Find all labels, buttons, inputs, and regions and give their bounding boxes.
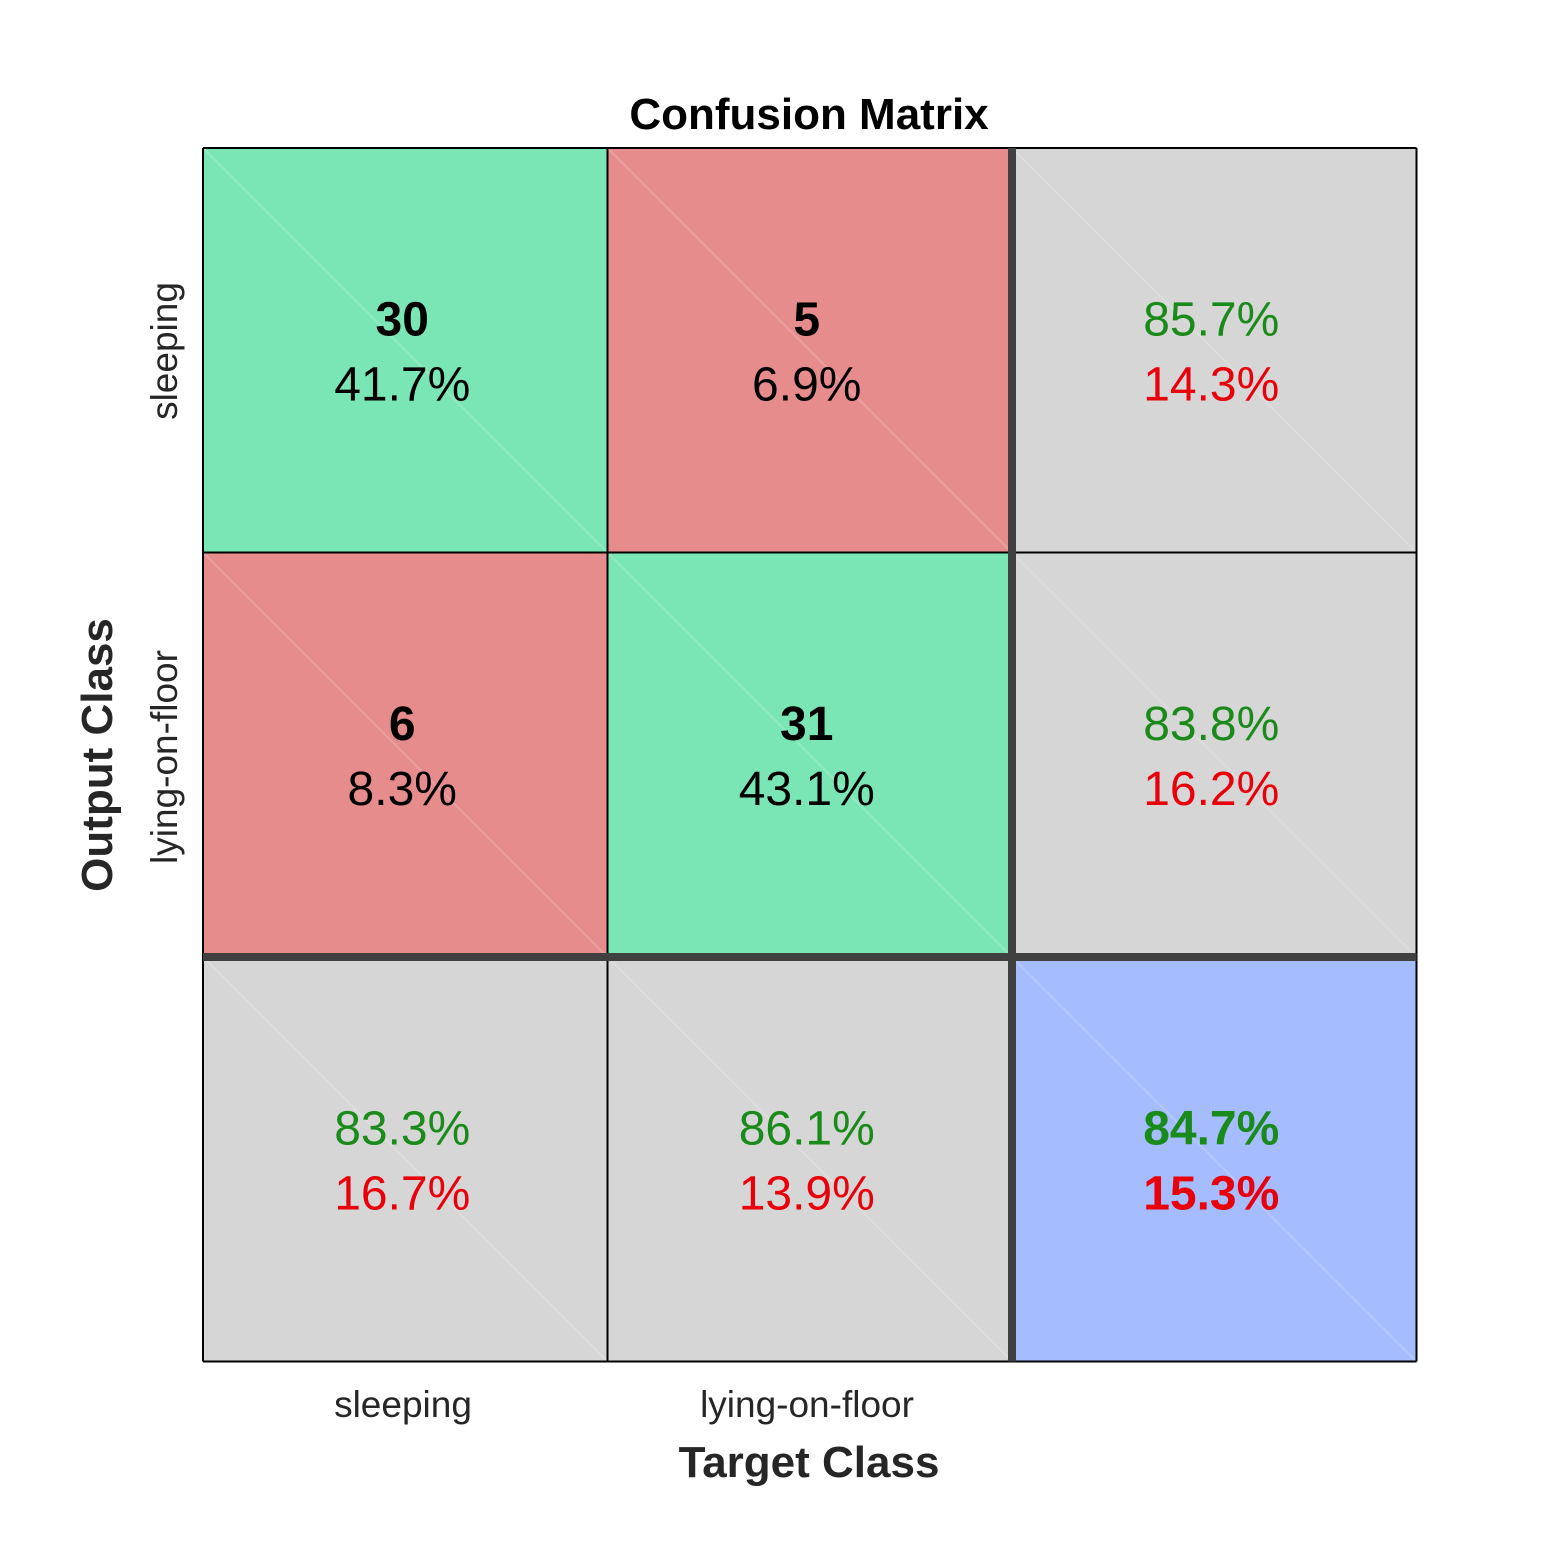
matrix-cell-texts: 30 41.7% 5 6.9% 85.7% 14.3% 6 8.3% 31 43.1% 83.8% 1…	[334, 293, 1279, 1220]
column-summary-cell-2-1	[607, 957, 1012, 1362]
row-summary-1-incorrect: 16.2%	[1143, 763, 1279, 816]
cell-count-0-1: 5	[793, 293, 820, 346]
cell-diagonal-1-1	[606, 551, 1013, 958]
cell-diagonal-0-0	[202, 147, 609, 554]
x-axis-title: Target Class	[679, 1438, 940, 1487]
cell-diagonal-2-1	[606, 956, 1013, 1363]
cell-diagonal-2-2	[1011, 956, 1418, 1363]
chart-title: Confusion Matrix	[629, 90, 989, 139]
cell-percent-0-0: 41.7%	[334, 358, 470, 411]
cell-percent-1-1: 43.1%	[739, 763, 875, 816]
cell-diagonal-0-1	[606, 147, 1013, 554]
row-summary-0-correct: 85.7%	[1143, 293, 1279, 346]
column-summary-0-correct: 83.3%	[334, 1102, 470, 1155]
matrix-grid-lines	[202, 147, 1418, 1363]
x-tick-label-lying-on-floor: lying-on-floor	[700, 1384, 914, 1425]
cell-diagonal-0-2	[1011, 147, 1418, 554]
x-tick-label-sleeping: sleeping	[334, 1384, 472, 1425]
cell-diagonal-1-2	[1011, 551, 1418, 958]
column-summary-1-incorrect: 13.9%	[739, 1167, 875, 1220]
cell-percent-1-0: 8.3%	[348, 763, 457, 816]
overall-cell-2-2	[1012, 957, 1417, 1362]
cell-count-0-0: 30	[376, 293, 429, 346]
matrix-cell-0-1	[607, 148, 1012, 553]
overall-incorrect: 15.3%	[1143, 1167, 1279, 1220]
cell-percent-0-1: 6.9%	[752, 358, 861, 411]
column-summary-cell-2-0	[203, 957, 608, 1362]
overall-correct: 84.7%	[1143, 1102, 1279, 1155]
row-summary-1-correct: 83.8%	[1143, 698, 1279, 751]
row-summary-cell-0-2	[1012, 148, 1417, 553]
matrix-cell-0-0	[203, 148, 608, 553]
matrix-cell-1-0	[203, 552, 608, 957]
row-summary-cell-1-2	[1012, 552, 1417, 957]
y-tick-label-sleeping: sleeping	[144, 282, 185, 420]
y-axis-title: Output Class	[73, 618, 122, 892]
matrix-cells	[202, 147, 1418, 1363]
cell-count-1-1: 31	[780, 698, 833, 751]
row-summary-0-incorrect: 14.3%	[1143, 358, 1279, 411]
matrix-cell-1-1	[607, 552, 1012, 957]
column-summary-0-incorrect: 16.7%	[334, 1167, 470, 1220]
cell-diagonal-1-0	[202, 551, 609, 958]
y-tick-label-lying-on-floor: lying-on-floor	[144, 650, 185, 864]
cell-diagonal-2-0	[202, 956, 609, 1363]
cell-count-1-0: 6	[389, 698, 416, 751]
column-summary-1-correct: 86.1%	[739, 1102, 875, 1155]
